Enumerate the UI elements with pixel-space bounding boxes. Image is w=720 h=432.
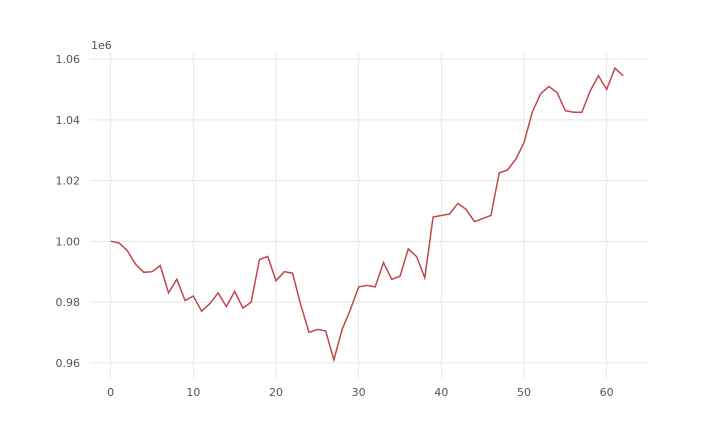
y-tick-label: 1.04 [56,114,81,127]
grid [90,53,648,378]
y-tick-label: 1.00 [56,235,81,248]
series-line [110,66,624,363]
y-tick-label: 0.96 [56,357,81,370]
y-tick-label: 0.98 [56,296,81,309]
x-tick-label: 40 [434,386,448,399]
y-offset-label: 1e6 [91,39,112,52]
x-tick-label: 0 [107,386,114,399]
x-tick-label: 20 [269,386,283,399]
x-tick-label: 30 [352,386,366,399]
x-tick-label: 60 [600,386,614,399]
x-axis-ticks: 0 10 20 30 40 50 60 [107,386,614,399]
y-tick-label: 1.02 [56,175,81,188]
y-axis-ticks: 0.96 0.98 1.00 1.02 1.04 1.06 [56,53,81,370]
x-tick-label: 50 [517,386,531,399]
y-tick-label: 1.06 [56,53,81,66]
x-tick-label: 10 [186,386,200,399]
